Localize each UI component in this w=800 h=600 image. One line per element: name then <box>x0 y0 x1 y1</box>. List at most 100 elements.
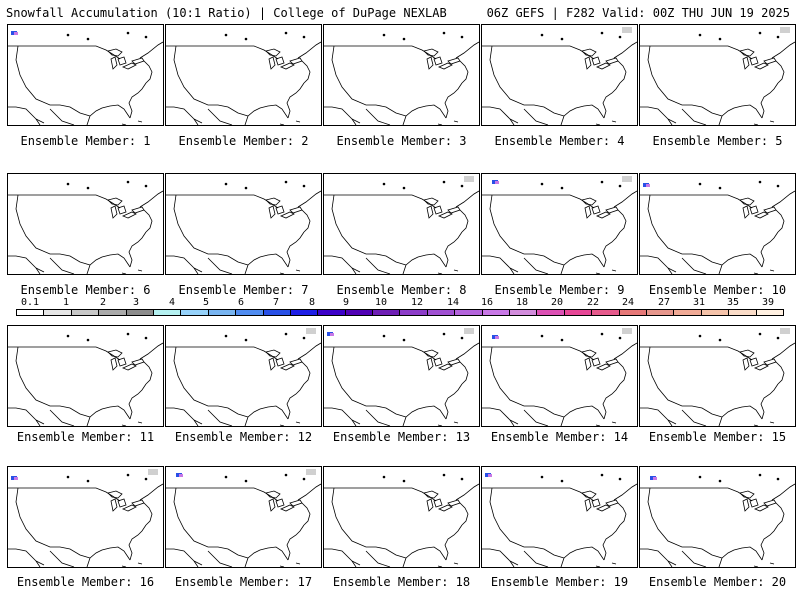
ensemble-member-label: Ensemble Member: 13 <box>332 430 471 444</box>
colorbar-tick-label: 22 <box>586 297 600 308</box>
ensemble-member-label: Ensemble Member: 9 <box>494 283 625 297</box>
map-title: Snowfall Accumulation (10:1 Ratio) | Col… <box>6 6 447 20</box>
ensemble-member-map <box>481 173 638 275</box>
colorbar-tick-label: 0.1 <box>20 297 40 308</box>
conus-outline-map <box>8 180 163 274</box>
colorbar-tick-label: 1 <box>62 297 70 308</box>
colorbar-tick-label: 31 <box>692 297 706 308</box>
conus-outline-map <box>482 473 637 567</box>
colorbar-swatch <box>701 310 730 315</box>
ensemble-member-label: Ensemble Member: 2 <box>178 134 309 148</box>
ensemble-member-label: Ensemble Member: 10 <box>648 283 787 297</box>
ensemble-member-map <box>7 24 164 126</box>
ensemble-member-label: Ensemble Member: 12 <box>174 430 313 444</box>
colorbar-swatch <box>236 310 264 315</box>
colorbar-tick-label: 6 <box>237 297 245 308</box>
ensemble-member-map <box>323 173 480 275</box>
colorbar-swatch <box>71 310 100 315</box>
ensemble-member-label: Ensemble Member: 5 <box>652 134 783 148</box>
ensemble-member-map <box>639 466 796 568</box>
conus-outline-map <box>8 469 163 567</box>
colorbar-tick-label: 10 <box>374 297 388 308</box>
ensemble-member-label: Ensemble Member: 18 <box>332 575 471 589</box>
colorbar-tick-label: 16 <box>480 297 494 308</box>
colorbar-tick-label: 3 <box>132 297 140 308</box>
conus-outline-map <box>8 31 163 125</box>
ensemble-member-map <box>323 466 480 568</box>
colorbar-swatch <box>290 310 319 315</box>
ensemble-member-map <box>7 325 164 427</box>
ensemble-member-map <box>323 325 480 427</box>
colorbar-swatch <box>44 310 72 315</box>
colorbar-tick-label: 35 <box>726 297 740 308</box>
ensemble-member-map <box>639 173 796 275</box>
colorbar-swatch <box>126 310 154 315</box>
colorbar-swatch <box>756 310 783 315</box>
colorbar-tick-label: 18 <box>515 297 529 308</box>
ensemble-member-map <box>639 325 796 427</box>
run-valid-time: 06Z GEFS | F282 Valid: 00Z THU JUN 19 20… <box>486 6 790 20</box>
ensemble-member-label: Ensemble Member: 14 <box>490 430 629 444</box>
conus-outline-map <box>640 328 795 426</box>
ensemble-member-label: Ensemble Member: 1 <box>20 134 151 148</box>
ensemble-member-label: Ensemble Member: 15 <box>648 430 787 444</box>
ensemble-member-label: Ensemble Member: 16 <box>16 575 155 589</box>
conus-outline-map <box>324 176 479 274</box>
colorbar-tick-label: 4 <box>168 297 176 308</box>
ensemble-member-map <box>323 24 480 126</box>
conus-outline-map <box>482 27 637 125</box>
conus-outline-map <box>640 27 795 125</box>
colorbar-swatch <box>181 310 209 315</box>
ensemble-member-label: Ensemble Member: 17 <box>174 575 313 589</box>
ensemble-member-label: Ensemble Member: 8 <box>336 283 467 297</box>
colorbar-swatch <box>619 310 647 315</box>
colorbar-swatch <box>263 310 291 315</box>
conus-outline-map <box>8 332 163 426</box>
conus-outline-map <box>166 180 321 274</box>
snowfall-colorbar <box>16 309 784 316</box>
ensemble-member-map <box>7 173 164 275</box>
colorbar-swatch <box>208 310 237 315</box>
colorbar-swatch <box>674 310 702 315</box>
ensemble-member-label: Ensemble Member: 20 <box>648 575 787 589</box>
ensemble-member-map <box>481 325 638 427</box>
conus-outline-map <box>166 31 321 125</box>
ensemble-member-map <box>165 24 322 126</box>
colorbar-tick-label: 9 <box>342 297 350 308</box>
ensemble-member-map <box>165 173 322 275</box>
colorbar-tick-label: 14 <box>446 297 460 308</box>
ensemble-member-map <box>165 466 322 568</box>
colorbar-swatch <box>427 310 456 315</box>
ensemble-member-map <box>481 466 638 568</box>
conus-outline-map <box>482 328 637 426</box>
ensemble-member-map <box>7 466 164 568</box>
colorbar-tick-label: 7 <box>272 297 280 308</box>
colorbar-swatch <box>592 310 620 315</box>
colorbar-swatch <box>318 310 346 315</box>
colorbar-tick-label: 5 <box>202 297 210 308</box>
colorbar-tick-label: 27 <box>657 297 671 308</box>
colorbar-swatch <box>646 310 675 315</box>
ensemble-member-label: Ensemble Member: 11 <box>16 430 155 444</box>
ensemble-member-map <box>481 24 638 126</box>
ensemble-member-label: Ensemble Member: 4 <box>494 134 625 148</box>
colorbar-swatch <box>373 310 401 315</box>
colorbar-swatch <box>17 310 45 315</box>
ensemble-member-label: Ensemble Member: 19 <box>490 575 629 589</box>
colorbar-tick-label: 12 <box>410 297 424 308</box>
conus-outline-map <box>324 328 479 426</box>
conus-outline-map <box>324 473 479 567</box>
ensemble-member-map <box>639 24 796 126</box>
ensemble-member-label: Ensemble Member: 3 <box>336 134 467 148</box>
conus-outline-map <box>166 328 321 426</box>
colorbar-swatch <box>153 310 182 315</box>
ensemble-member-map <box>165 325 322 427</box>
conus-outline-map <box>640 180 795 274</box>
conus-outline-map <box>640 473 795 567</box>
colorbar-tick-label: 2 <box>99 297 107 308</box>
colorbar-swatch <box>400 310 428 315</box>
colorbar-tick-label: 20 <box>550 297 564 308</box>
colorbar-swatch <box>482 310 511 315</box>
conus-outline-map <box>166 469 321 567</box>
colorbar-swatch <box>729 310 757 315</box>
